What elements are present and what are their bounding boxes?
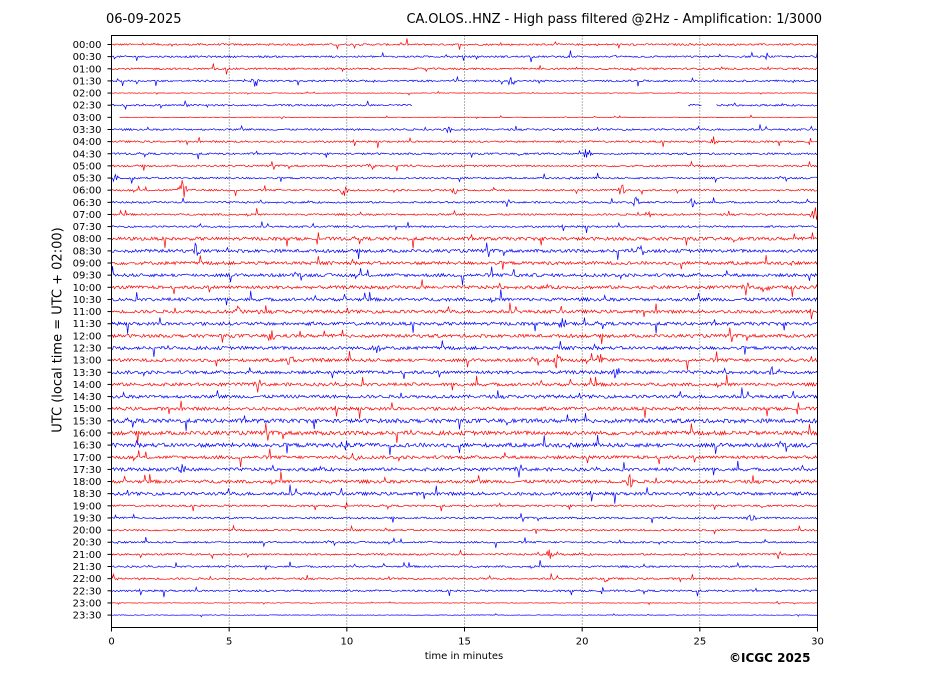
y-tick-label: 01:30 — [73, 76, 102, 87]
y-tick-label: 19:30 — [73, 513, 102, 524]
x-tick-label: 10 — [340, 637, 353, 648]
y-tick-label: 23:00 — [73, 598, 102, 609]
y-tick-label: 03:00 — [73, 113, 102, 124]
y-tick-label: 00:00 — [73, 40, 102, 51]
y-tick-label: 02:30 — [73, 101, 102, 112]
y-tick-label: 18:30 — [73, 489, 102, 500]
y-tick-label: 07:30 — [73, 222, 102, 233]
chart-title: CA.OLOS..HNZ - High pass filtered @2Hz -… — [406, 12, 822, 27]
y-tick-label: 06:00 — [73, 186, 102, 197]
y-tick-label: 18:00 — [73, 477, 102, 488]
y-tick-label: 11:00 — [73, 307, 102, 318]
trace-row-0230 — [111, 99, 818, 111]
y-tick-label: 02:00 — [73, 89, 102, 100]
y-tick-label: 04:30 — [73, 149, 102, 160]
y-tick-label: 21:30 — [73, 562, 102, 573]
trace-row-2130 — [111, 560, 818, 570]
plot-frame — [111, 35, 818, 628]
trace-row-0830 — [111, 242, 818, 260]
y-tick-label: 05:30 — [73, 174, 102, 185]
trace-row-0730 — [111, 221, 818, 234]
y-tick-label: 22:30 — [73, 586, 102, 597]
y-tick-label: 08:00 — [73, 234, 102, 245]
y-tick-label: 00:30 — [73, 52, 102, 63]
x-tick-label: 5 — [226, 637, 232, 648]
x-ticks: 0 5 10 15 20 25 30 — [108, 627, 824, 648]
trace-row-2000 — [111, 524, 818, 535]
y-tick-label: 07:00 — [73, 210, 102, 221]
trace-row-1030 — [111, 289, 818, 306]
trace-row-1130 — [111, 317, 818, 334]
trace-row-1100 — [111, 302, 818, 320]
trace-row-0500 — [111, 160, 818, 172]
trace-row-1830 — [111, 484, 818, 504]
y-tick-label: 20:00 — [73, 526, 102, 537]
y-tick-label: 09:00 — [73, 259, 102, 270]
trace-row-0530 — [111, 172, 818, 184]
trace-row-0900 — [111, 255, 818, 270]
trace-row-0700 — [111, 207, 818, 220]
y-tick-label: 15:30 — [73, 416, 102, 427]
copyright-label: ©ICGC 2025 — [729, 651, 811, 665]
x-tick-label: 0 — [108, 637, 114, 648]
x-tick-label: 15 — [458, 637, 471, 648]
trace-row-0630 — [111, 196, 818, 208]
y-tick-label: 01:00 — [73, 64, 102, 75]
y-tick-label: 12:30 — [73, 344, 102, 355]
y-tick-label: 11:30 — [73, 319, 102, 330]
trace-row-0430 — [111, 149, 818, 160]
trace-row-1530 — [111, 413, 818, 431]
trace-row-1230 — [111, 340, 818, 358]
x-axis-label: time in minutes — [424, 651, 504, 662]
y-tick-label: 10:30 — [73, 295, 102, 306]
trace-row-1730 — [111, 460, 818, 478]
trace-row-2200 — [111, 572, 818, 583]
y-tick-label: 14:00 — [73, 380, 102, 391]
y-tick-label: 16:00 — [73, 428, 102, 439]
y-tick-label: 17:30 — [73, 465, 102, 476]
y-tick-label: 04:00 — [73, 137, 102, 148]
y-tick-label: 09:30 — [73, 271, 102, 282]
y-tick-label: 20:30 — [73, 538, 102, 549]
y-tick-label: 06:30 — [73, 198, 102, 209]
x-tick-label: 30 — [811, 637, 824, 648]
seismic-traces — [111, 38, 818, 618]
y-tick-label: 14:30 — [73, 392, 102, 403]
trace-row-1700 — [111, 448, 818, 468]
y-tick-label: 23:30 — [73, 611, 102, 622]
y-tick-label: 08:30 — [73, 246, 102, 257]
y-tick-label: 05:00 — [73, 161, 102, 172]
trace-row-1900 — [111, 502, 818, 512]
trace-row-1000 — [111, 279, 818, 298]
y-tick-label: 22:00 — [73, 574, 102, 585]
trace-row-2230 — [111, 585, 818, 598]
y-tick-label: 21:00 — [73, 550, 102, 561]
y-tick-label: 03:30 — [73, 125, 102, 136]
y-tick-label: 12:00 — [73, 331, 102, 342]
y-tick-label: 19:00 — [73, 501, 102, 512]
y-tick-label: 16:30 — [73, 441, 102, 452]
date-label: 06-09-2025 — [106, 12, 182, 27]
y-tick-label: 13:30 — [73, 368, 102, 379]
trace-row-1500 — [111, 400, 818, 419]
y-tick-label: 13:00 — [73, 356, 102, 367]
trace-row-0800 — [111, 232, 818, 249]
trace-row-0300 — [119, 114, 818, 120]
trace-row-0400 — [111, 136, 818, 149]
y-tick-label: 17:00 — [73, 453, 102, 464]
y-tick-label: 15:00 — [73, 404, 102, 415]
x-tick-label: 20 — [576, 637, 589, 648]
x-tick-label: 25 — [693, 637, 706, 648]
y-tick-label: 10:00 — [73, 283, 102, 294]
trace-row-2030 — [111, 536, 818, 548]
